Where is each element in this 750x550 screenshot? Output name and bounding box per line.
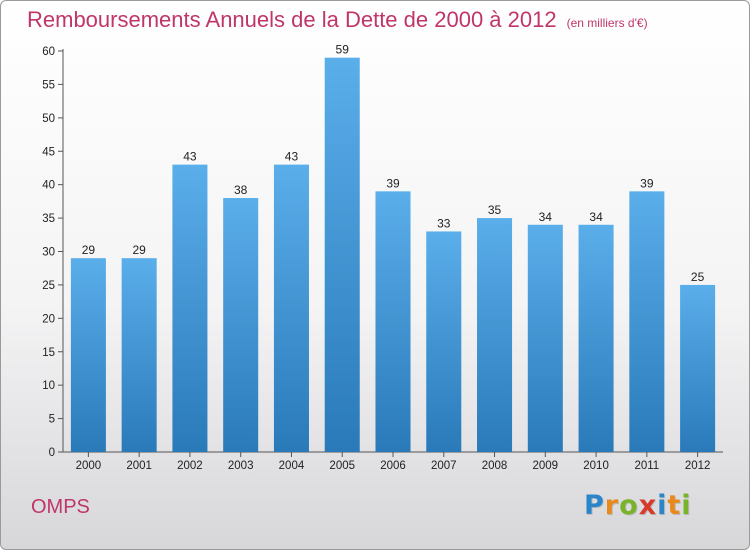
logo-letter: i [681, 490, 692, 521]
y-tick-label: 35 [42, 213, 55, 225]
x-tick-label: 2007 [431, 460, 457, 472]
data-label: 34 [589, 210, 603, 224]
bar [223, 198, 259, 452]
x-tick-label: 2004 [279, 460, 305, 472]
data-label: 29 [132, 243, 146, 257]
bars [70, 57, 716, 452]
data-label: 35 [488, 203, 502, 217]
x-tick-label: 2000 [76, 460, 102, 472]
y-tick-label: 10 [42, 380, 55, 392]
x-tick-label: 2001 [126, 460, 152, 472]
chart-subtitle: (en milliers d'€) [566, 16, 648, 30]
chart-title: Remboursements Annuels de la Dette de 20… [27, 7, 648, 33]
x-tick-label: 2003 [228, 460, 254, 472]
bar [375, 191, 411, 452]
y-tick-label: 5 [49, 414, 55, 426]
axes: 0 5 10 15 20 25 30 35 40 45 50 55 60 2000 2001 2002 2003… [42, 46, 723, 472]
x-tick-label: 2006 [380, 460, 406, 472]
y-tick-label: 50 [42, 113, 55, 125]
bar [70, 258, 106, 452]
data-label: 43 [183, 150, 197, 164]
data-label: 43 [285, 150, 299, 164]
logo-letter: t [667, 490, 682, 521]
data-label: 39 [640, 176, 654, 190]
y-tick-label: 20 [42, 313, 55, 325]
x-tick-label: 2005 [329, 460, 355, 472]
logo-letter: P [584, 490, 605, 521]
y-tick-label: 45 [42, 146, 55, 158]
x-tick-label: 2010 [583, 460, 609, 472]
bar [172, 164, 208, 452]
x-tick-label: 2002 [177, 460, 203, 472]
y-tick-label: 25 [42, 280, 55, 292]
x-tick-label: 2009 [533, 460, 559, 472]
chart-title-text: Remboursements Annuels de la Dette de 20… [27, 7, 557, 32]
bar [527, 224, 563, 452]
bar [273, 164, 309, 452]
y-tick-label: 40 [42, 180, 55, 192]
bar [629, 191, 665, 452]
data-label: 38 [234, 183, 248, 197]
y-tick-label: 30 [42, 247, 55, 259]
proxiti-logo[interactable]: Proxiti [584, 490, 692, 521]
bar [121, 258, 157, 452]
x-tick-label: 2012 [685, 460, 711, 472]
y-tick-label: 55 [42, 79, 55, 91]
bar [324, 57, 360, 452]
logo-letter: r [604, 490, 620, 521]
logo-letter: x [638, 490, 658, 521]
data-label: 25 [691, 270, 705, 284]
y-tick-label: 15 [42, 347, 55, 359]
commune-name: OMPS [31, 496, 90, 518]
bar [426, 231, 462, 452]
x-tick-label: 2008 [482, 460, 508, 472]
y-tick-label: 0 [49, 447, 55, 459]
data-label: 34 [539, 210, 553, 224]
data-label: 29 [82, 243, 96, 257]
data-label: 59 [336, 43, 350, 57]
bar [578, 224, 614, 452]
data-labels: 29 29 43 38 43 59 39 33 35 34 34 39 25 [82, 43, 705, 284]
bar [680, 284, 716, 452]
logo-letter: o [619, 490, 639, 521]
data-label: 33 [437, 216, 451, 230]
logo-letter: i [657, 490, 668, 521]
y-tick-label: 60 [42, 46, 55, 58]
bar [477, 218, 513, 452]
data-label: 39 [386, 176, 400, 190]
x-tick-label: 2011 [634, 460, 659, 472]
